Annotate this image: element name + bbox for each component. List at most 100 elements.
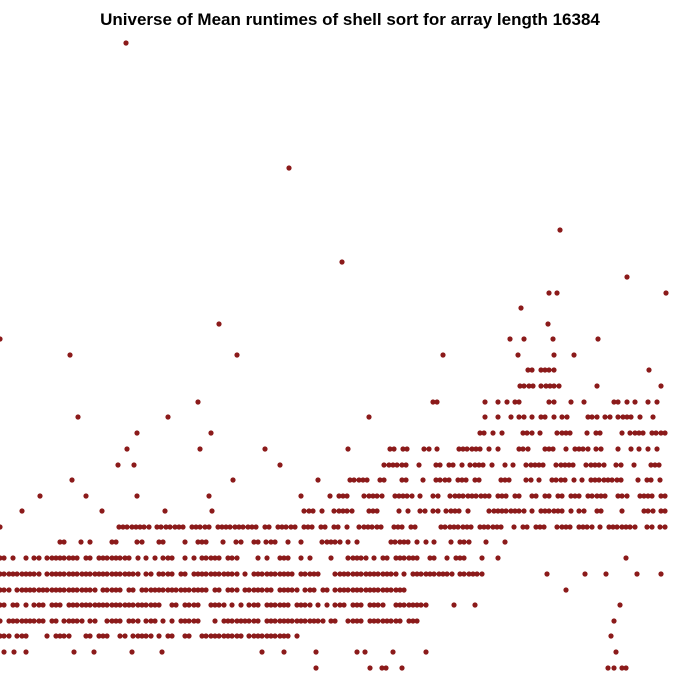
data-point: [589, 493, 595, 499]
data-point: [44, 633, 50, 639]
data-point: [602, 414, 608, 420]
data-point: [113, 555, 119, 561]
data-point: [1, 602, 7, 608]
data-point: [335, 524, 341, 530]
data-point: [332, 571, 338, 577]
data-point: [502, 539, 508, 545]
data-point: [420, 477, 426, 483]
data-point: [628, 446, 634, 452]
data-point: [178, 571, 184, 577]
data-point: [275, 524, 281, 530]
data-point: [264, 587, 270, 593]
data-point: [516, 399, 522, 405]
data-point: [581, 508, 587, 514]
data-point: [437, 462, 443, 468]
data-point: [456, 493, 462, 499]
data-point: [277, 602, 283, 608]
data-point: [49, 618, 55, 624]
data-point: [203, 539, 209, 545]
data-point: [636, 430, 642, 436]
data-point: [370, 508, 376, 514]
data-point: [529, 493, 535, 499]
data-point: [19, 571, 25, 577]
data-point: [516, 493, 522, 499]
data-point: [624, 274, 630, 280]
data-point: [315, 571, 321, 577]
data-point: [96, 633, 102, 639]
data-point: [615, 446, 621, 452]
data-point: [559, 430, 565, 436]
data-point: [344, 493, 350, 499]
data-point: [124, 446, 130, 452]
data-point: [143, 602, 149, 608]
data-point: [390, 462, 396, 468]
data-point: [236, 524, 242, 530]
data-point: [283, 524, 289, 530]
data-point: [285, 602, 291, 608]
data-point: [313, 649, 319, 655]
data-point: [285, 555, 291, 561]
data-point: [374, 508, 380, 514]
data-point: [109, 587, 115, 593]
data-point: [182, 602, 188, 608]
data-point: [23, 555, 29, 561]
data-point: [57, 555, 63, 561]
data-point: [113, 539, 119, 545]
data-point: [83, 633, 89, 639]
data-point: [53, 555, 59, 561]
data-point: [379, 665, 385, 671]
data-point: [545, 321, 551, 327]
data-point: [135, 618, 141, 624]
data-point: [259, 649, 265, 655]
data-point: [225, 633, 231, 639]
data-point: [583, 462, 589, 468]
data-point: [460, 446, 466, 452]
data-point: [281, 618, 287, 624]
data-point: [251, 602, 257, 608]
data-point: [285, 633, 291, 639]
data-point: [644, 477, 650, 483]
data-point: [66, 633, 72, 639]
data-point: [135, 571, 141, 577]
data-point: [216, 555, 222, 561]
data-point: [49, 602, 55, 608]
data-point: [572, 493, 578, 499]
data-point: [191, 555, 197, 561]
data-point: [470, 571, 476, 577]
data-point: [79, 587, 85, 593]
data-point: [315, 618, 321, 624]
data-point: [180, 524, 186, 530]
data-point: [152, 587, 158, 593]
data-point: [585, 414, 591, 420]
data-point: [423, 539, 429, 545]
data-point: [654, 399, 660, 405]
data-point: [601, 477, 607, 483]
data-point: [555, 508, 561, 514]
data-point: [431, 555, 437, 561]
data-point: [36, 587, 42, 593]
data-point: [489, 462, 495, 468]
data-point: [324, 539, 330, 545]
data-point: [152, 555, 158, 561]
data-point: [134, 430, 140, 436]
data-point: [109, 555, 115, 561]
data-point: [307, 571, 313, 577]
data-point: [414, 555, 420, 561]
data-point: [264, 633, 270, 639]
data-point: [191, 602, 197, 608]
data-point: [650, 414, 656, 420]
data-point: [410, 602, 416, 608]
data-point: [255, 587, 261, 593]
data-point: [516, 508, 522, 514]
data-point: [53, 587, 59, 593]
data-point: [251, 539, 257, 545]
data-point: [31, 618, 37, 624]
data-point: [632, 430, 638, 436]
data-point: [542, 508, 548, 514]
data-point: [152, 618, 158, 624]
data-point: [100, 587, 106, 593]
data-point: [464, 446, 470, 452]
data-point: [69, 477, 75, 483]
data-point: [27, 587, 33, 593]
data-point: [461, 555, 467, 561]
